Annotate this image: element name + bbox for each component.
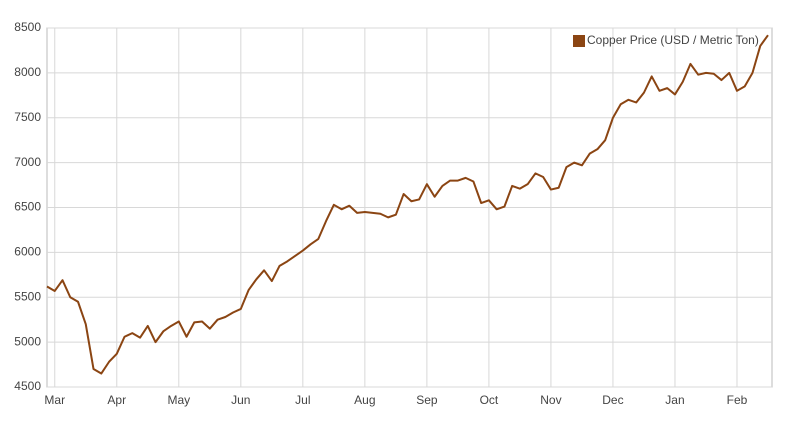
x-tick-label: Dec (602, 393, 623, 407)
y-tick-label: 7000 (14, 155, 41, 169)
legend-swatch (573, 35, 585, 47)
x-tick-label: Jan (665, 393, 684, 407)
x-tick-label: Sep (416, 393, 438, 407)
price-line (46, 34, 769, 375)
y-tick-label: 4500 (14, 379, 41, 393)
x-tick-label: Nov (540, 393, 561, 407)
y-tick-label: 8500 (14, 20, 41, 34)
x-tick-label: May (167, 393, 190, 407)
y-tick-label: 6000 (14, 245, 41, 259)
x-tick-label: Jul (295, 393, 310, 407)
x-tick-label: Oct (480, 393, 499, 407)
x-tick-label: Aug (354, 393, 375, 407)
y-tick-label: 5000 (14, 334, 41, 348)
x-tick-label: Mar (44, 393, 65, 407)
x-tick-label: Jun (231, 393, 250, 407)
legend-label: Copper Price (USD / Metric Ton) (587, 33, 759, 47)
y-tick-label: 5500 (14, 289, 41, 303)
x-tick-label: Apr (107, 393, 126, 407)
y-tick-label: 8000 (14, 65, 41, 79)
y-tick-label: 7500 (14, 110, 41, 124)
x-tick-label: Feb (727, 393, 748, 407)
y-tick-label: 6500 (14, 200, 41, 214)
